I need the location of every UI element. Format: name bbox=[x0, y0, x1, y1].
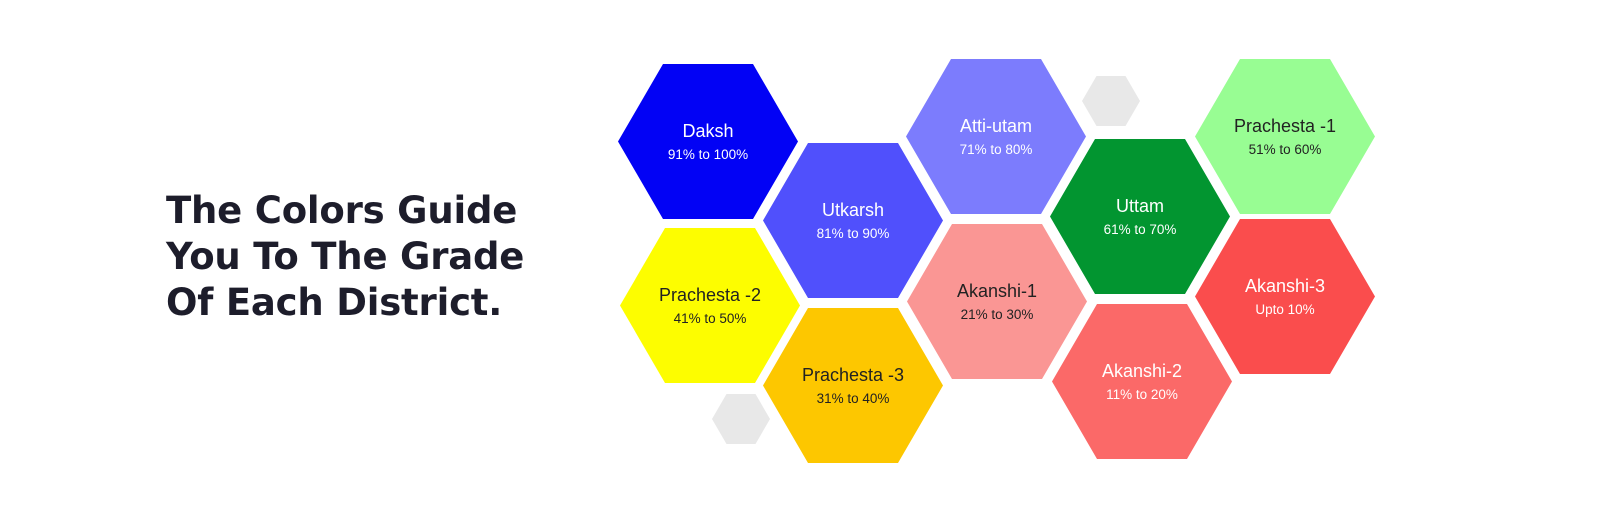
grade-hex-uttam: Uttam 61% to 70% bbox=[1050, 139, 1230, 294]
grade-range: 11% to 20% bbox=[1106, 386, 1178, 402]
grade-hex-daksh: Daksh 91% to 100% bbox=[618, 64, 798, 219]
decorative-hexagon-bottom bbox=[712, 394, 770, 444]
title-line-2: You To The Grade bbox=[166, 235, 525, 278]
grade-hex-akanshi-1: Akanshi-1 21% to 30% bbox=[907, 224, 1087, 379]
grade-name: Akanshi-2 bbox=[1101, 360, 1183, 381]
grade-range: 91% to 100% bbox=[667, 146, 749, 162]
grade-range: Upto 10% bbox=[1255, 301, 1315, 317]
grade-hex-prachesta-2: Prachesta -2 41% to 50% bbox=[620, 228, 800, 383]
grade-hex-akanshi-3: Akanshi-3 Upto 10% bbox=[1195, 219, 1375, 374]
grade-range: 41% to 50% bbox=[673, 310, 747, 326]
grade-hex-atti-utam: Atti-utam 71% to 80% bbox=[906, 59, 1086, 214]
grade-hex-prachesta-1: Prachesta -1 51% to 60% bbox=[1195, 59, 1375, 214]
grade-range: 61% to 70% bbox=[1103, 221, 1177, 237]
title-line-1: The Colors Guide bbox=[166, 189, 518, 232]
grade-name: Prachesta -2 bbox=[658, 284, 762, 305]
decorative-hexagon-top bbox=[1082, 76, 1140, 126]
grade-name: Atti-utam bbox=[959, 115, 1033, 136]
grade-hex-prachesta-3: Prachesta -3 31% to 40% bbox=[763, 308, 943, 463]
grade-range: 71% to 80% bbox=[959, 141, 1033, 157]
grade-hex-utkarsh: Utkarsh 81% to 90% bbox=[763, 143, 943, 298]
grade-range: 81% to 90% bbox=[816, 225, 890, 241]
grade-range: 21% to 30% bbox=[960, 306, 1034, 322]
grade-name: Daksh bbox=[682, 120, 734, 141]
grade-name: Uttam bbox=[1115, 195, 1164, 216]
grade-range: 51% to 60% bbox=[1248, 141, 1322, 157]
grade-name: Akanshi-1 bbox=[956, 280, 1038, 301]
grade-range: 31% to 40% bbox=[816, 390, 890, 406]
grade-name: Prachesta -1 bbox=[1233, 115, 1337, 136]
grade-hex-akanshi-2: Akanshi-2 11% to 20% bbox=[1052, 304, 1232, 459]
title-line-3: Of Each District. bbox=[166, 281, 503, 324]
grade-name: Utkarsh bbox=[821, 199, 884, 220]
grade-name: Akanshi-3 bbox=[1244, 275, 1326, 296]
grade-name: Prachesta -3 bbox=[801, 364, 905, 385]
page-title: The Colors Guide You To The Grade Of Eac… bbox=[166, 188, 524, 326]
